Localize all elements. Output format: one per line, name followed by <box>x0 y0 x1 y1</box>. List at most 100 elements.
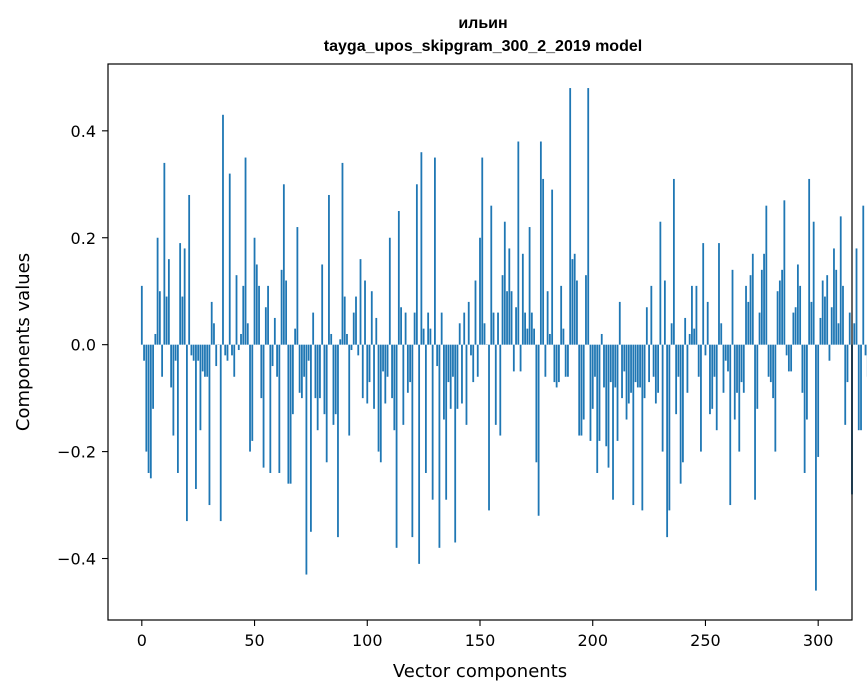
bar-60 <box>276 344 278 377</box>
bar-194 <box>578 344 581 436</box>
y-axis-ticks: −0.4 −0.2 0.0 0.2 0.4 <box>57 122 108 569</box>
bar-173 <box>530 312 533 345</box>
bar-27 <box>201 344 204 372</box>
bar-109 <box>386 344 389 377</box>
bar-74 <box>307 344 310 361</box>
bar-160 <box>501 275 504 345</box>
bar-157 <box>494 344 497 425</box>
bar-151 <box>481 157 484 345</box>
bar-200 <box>591 344 594 409</box>
bar-30 <box>208 344 211 506</box>
bar-134 <box>443 344 445 420</box>
bar-93 <box>350 344 353 351</box>
bar-286 <box>785 344 788 356</box>
bar-277 <box>765 205 768 345</box>
bar-135 <box>445 344 448 500</box>
bar-295 <box>806 344 808 420</box>
bar-16 <box>176 344 179 473</box>
bar-319 <box>860 344 862 431</box>
bar-179 <box>544 344 547 377</box>
bar-260 <box>727 344 729 372</box>
bar-45 <box>242 285 245 345</box>
bar-177 <box>539 141 542 345</box>
bar-247 <box>697 344 700 377</box>
bar-26 <box>199 344 202 431</box>
x-axis-label: Vector components <box>393 661 567 682</box>
x-tick-label: 250 <box>690 631 721 650</box>
bar-297 <box>810 301 813 345</box>
bar-47 <box>246 323 249 345</box>
bar-299 <box>815 344 817 591</box>
bar-80 <box>321 264 324 345</box>
bar-67 <box>291 344 294 415</box>
bar-169 <box>521 253 524 345</box>
bar-308 <box>835 269 838 345</box>
x-tick-label: 0 <box>137 631 147 650</box>
bar-18 <box>181 296 184 345</box>
x-axis-ticks: 0 50 100 150 200 250 300 <box>137 620 833 650</box>
bar-127 <box>427 312 430 345</box>
bar-148 <box>474 280 477 345</box>
bar-210 <box>614 344 617 388</box>
bar-23 <box>192 344 195 361</box>
bar-21 <box>188 194 191 345</box>
bar-126 <box>424 344 427 473</box>
bar-294 <box>803 344 806 473</box>
bar-222 <box>641 344 644 511</box>
bar-20 <box>186 344 188 522</box>
bar-117 <box>404 312 407 345</box>
bar-79 <box>319 344 321 399</box>
bar-176 <box>537 344 540 516</box>
bar-43 <box>237 344 240 351</box>
bar-269 <box>747 301 750 345</box>
bar-216 <box>627 344 630 404</box>
bar-17 <box>179 243 182 345</box>
bar-68 <box>294 328 297 345</box>
bar-113 <box>395 344 398 548</box>
bar-228 <box>654 344 657 404</box>
bar-313 <box>846 344 849 383</box>
y-tick-label: 0.2 <box>71 229 96 248</box>
bar-49 <box>251 344 254 441</box>
bar-203 <box>598 344 601 441</box>
bar-61 <box>278 344 281 473</box>
bar-84 <box>330 333 333 345</box>
bar-201 <box>594 344 596 377</box>
bar-150 <box>479 237 481 345</box>
bar-195 <box>580 344 583 436</box>
bar-273 <box>756 344 759 409</box>
bar-281 <box>774 344 777 452</box>
bar-209 <box>612 344 614 500</box>
bar-88 <box>339 339 342 345</box>
bar-5 <box>152 344 154 409</box>
bar-204 <box>600 333 603 345</box>
bar-261 <box>729 344 732 506</box>
bar-56 <box>267 285 269 345</box>
bar-180 <box>546 291 549 345</box>
bar-99 <box>364 280 366 345</box>
bar-158 <box>497 312 499 345</box>
bar-104 <box>375 317 378 345</box>
bar-40 <box>231 344 233 356</box>
bar-265 <box>738 344 741 452</box>
bar-122 <box>415 184 418 345</box>
bar-57 <box>269 344 272 473</box>
bar-274 <box>758 312 761 345</box>
bar-147 <box>472 344 475 383</box>
bar-316 <box>853 323 856 345</box>
y-tick-label: 0.4 <box>71 122 96 141</box>
bar-239 <box>679 344 682 484</box>
bar-215 <box>625 344 628 420</box>
bar-124 <box>420 152 423 345</box>
bar-64 <box>285 280 288 345</box>
bar-197 <box>585 275 587 345</box>
bar-306 <box>830 307 833 345</box>
bar-9 <box>161 344 164 377</box>
bar-65 <box>287 344 290 484</box>
bar-24 <box>195 344 197 490</box>
bar-230 <box>659 221 662 345</box>
bar-92 <box>348 344 351 436</box>
bar-12 <box>167 259 170 345</box>
bar-0 <box>140 285 143 345</box>
bar-165 <box>512 344 515 372</box>
